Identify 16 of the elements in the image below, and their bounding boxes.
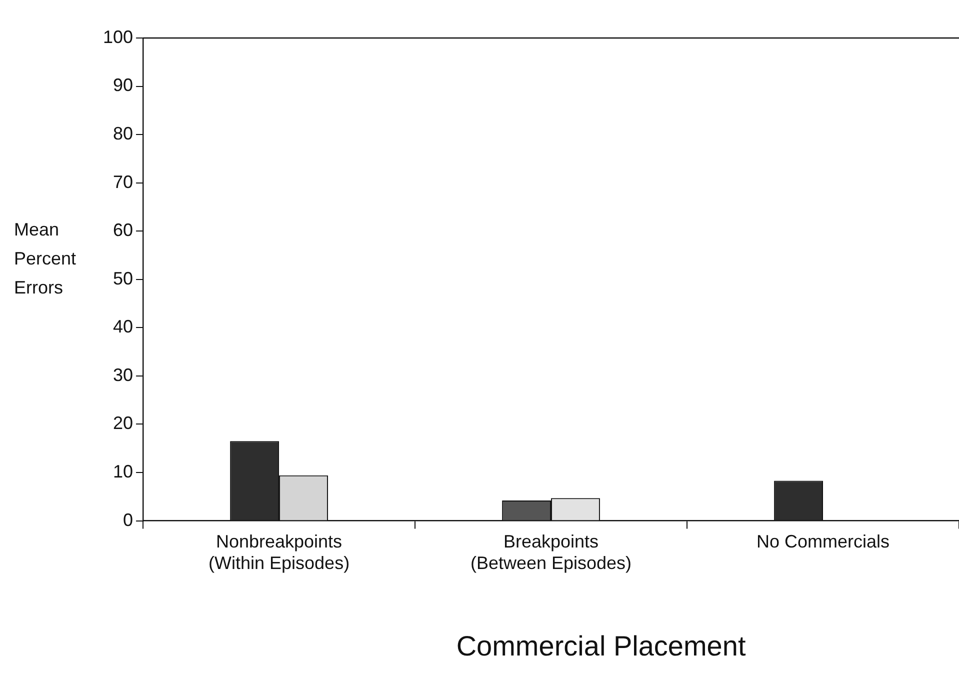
y-tick-label: 50 bbox=[113, 268, 134, 288]
x-tick-label: Nonbreakpoints (Within Episodes) bbox=[208, 532, 350, 574]
y-tick-label: 10 bbox=[113, 461, 134, 482]
y-tick-label: 30 bbox=[113, 364, 134, 385]
y-axis-title: Mean Percent Errors bbox=[14, 219, 76, 298]
x-axis-title: Commercial Placement bbox=[456, 630, 746, 662]
y-tick-label: 40 bbox=[113, 316, 134, 337]
y-tick-label: 90 bbox=[113, 75, 134, 96]
y-tick-label: 0 bbox=[123, 510, 134, 530]
x-tick-label: Breakpoints (Between Episodes) bbox=[470, 532, 632, 574]
y-tick-label: 100 bbox=[102, 26, 134, 47]
y-tick-label: 60 bbox=[113, 220, 134, 240]
y-tick-label: 80 bbox=[113, 124, 134, 144]
x-tick-label: No Commercials bbox=[756, 532, 890, 552]
y-tick-label: 20 bbox=[113, 413, 134, 434]
y-tick-label: 70 bbox=[113, 172, 134, 192]
